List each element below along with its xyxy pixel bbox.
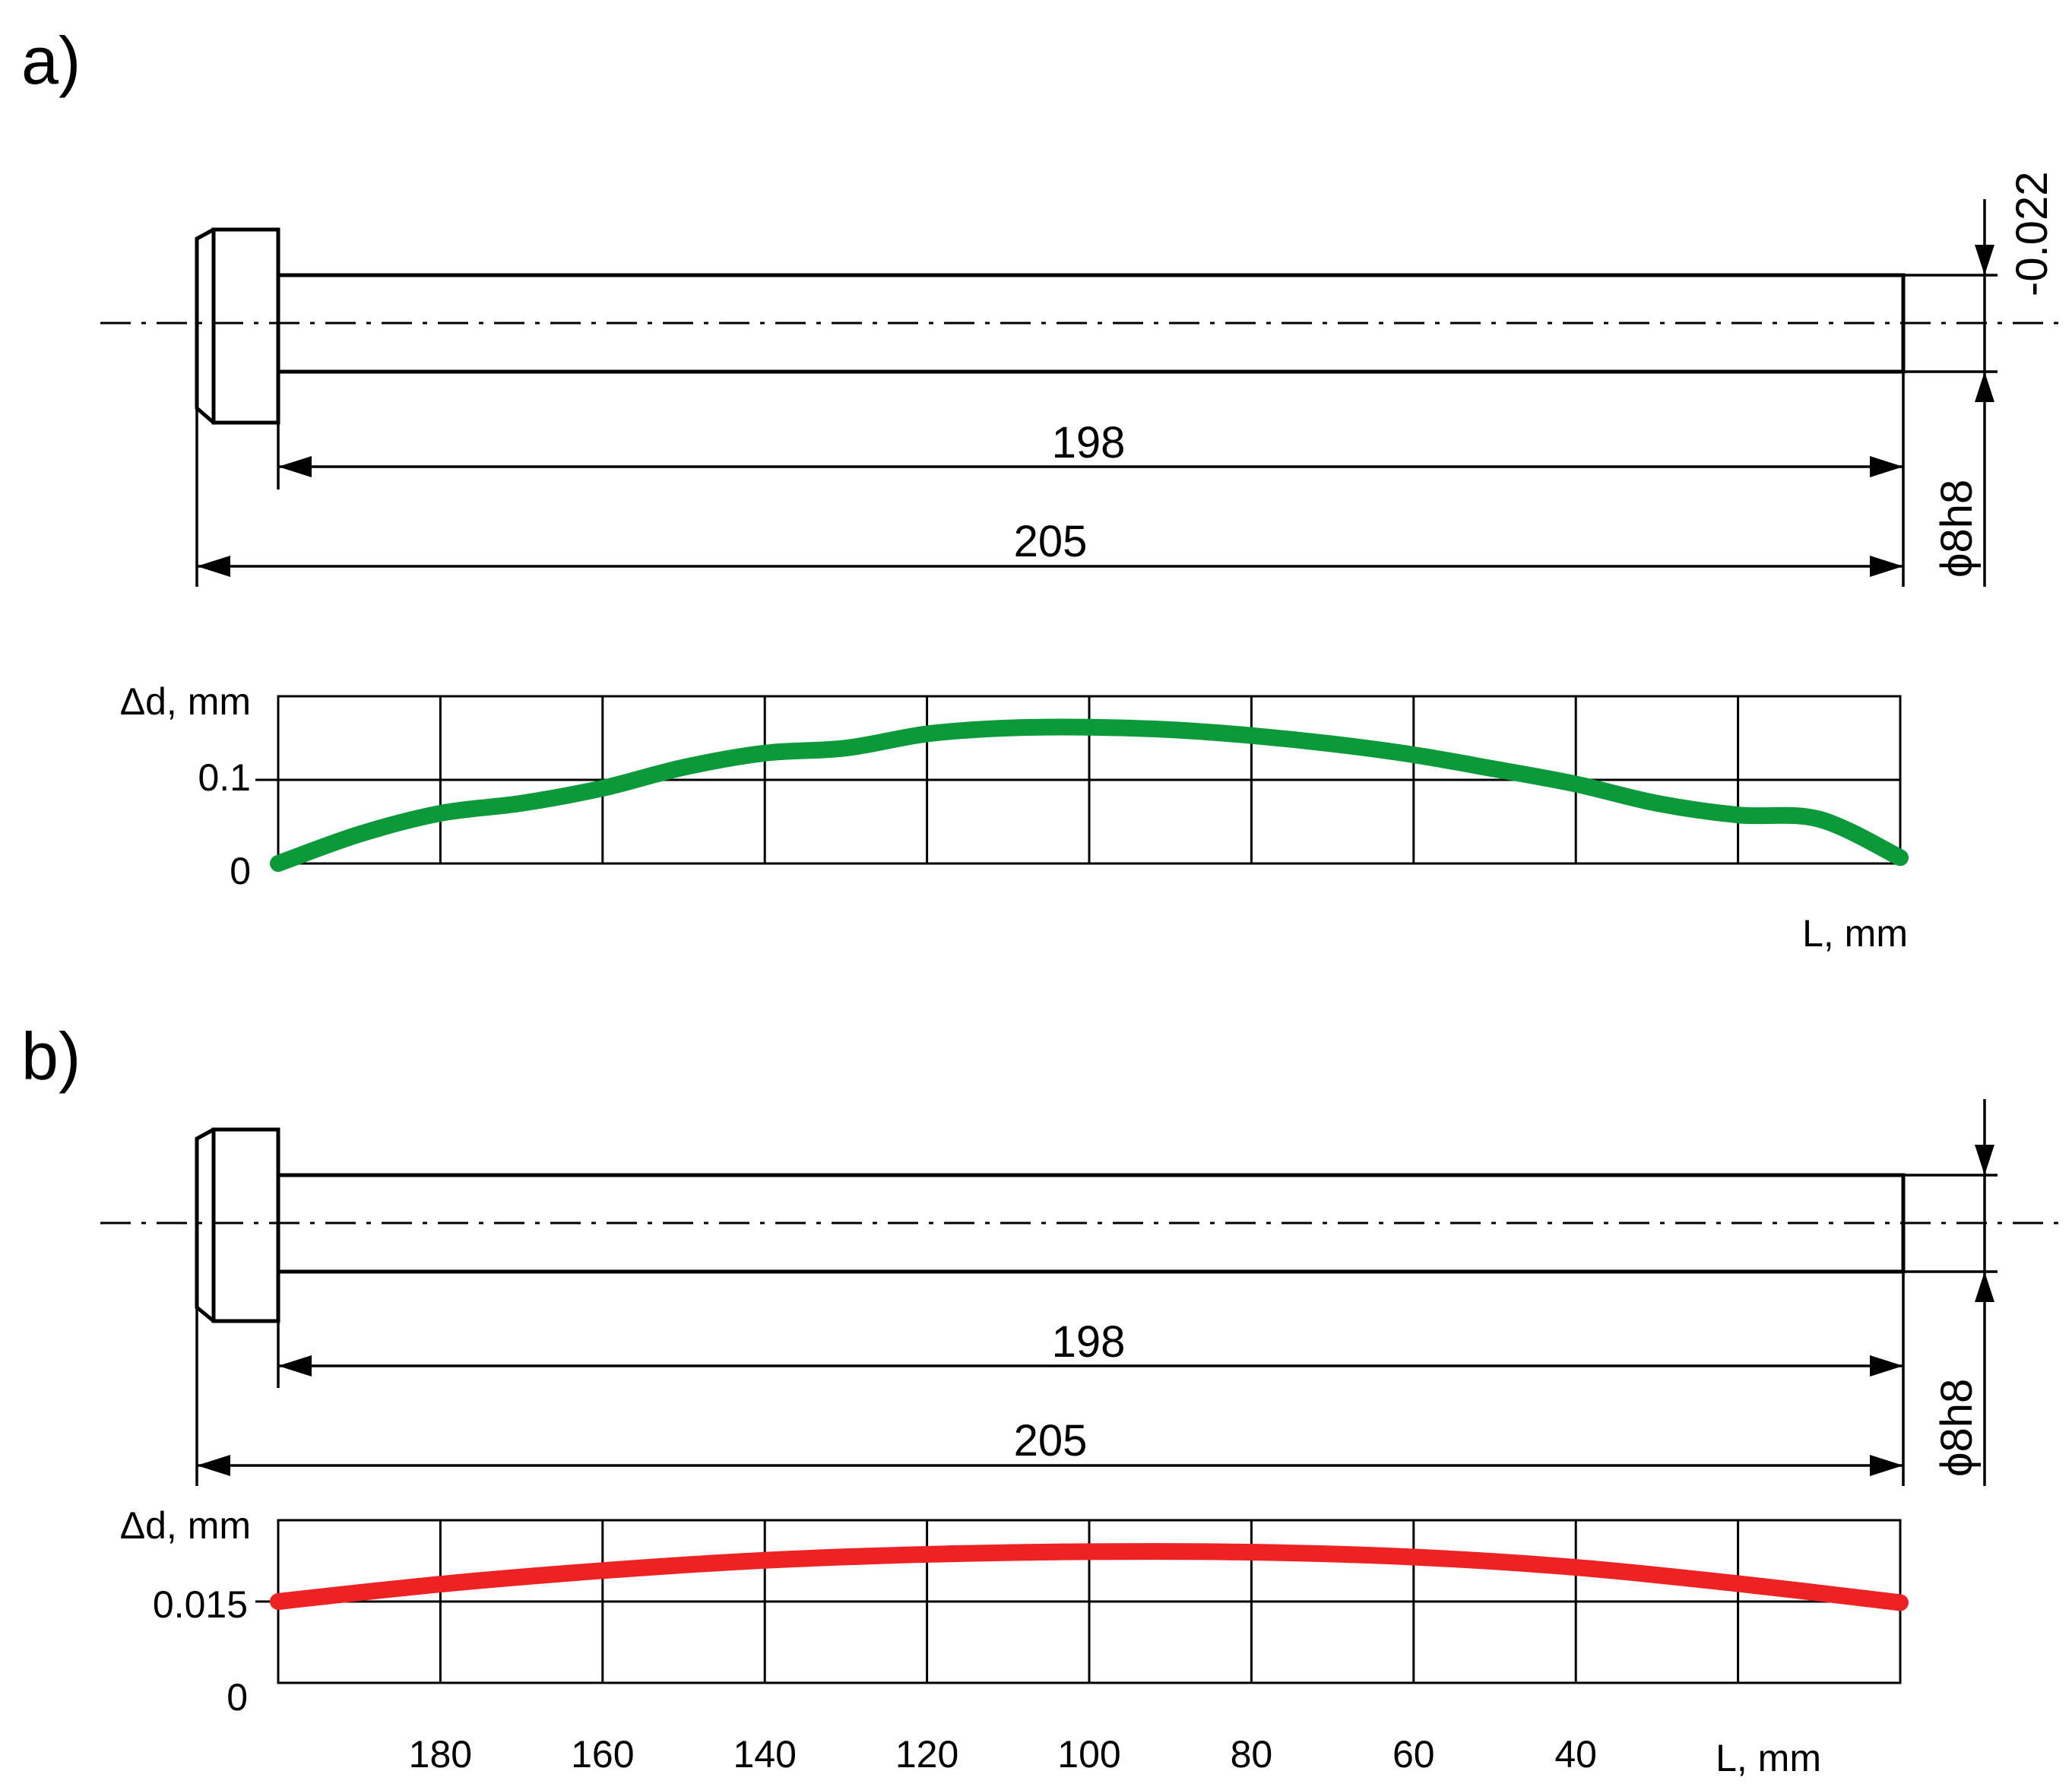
panel-b-label: b)	[21, 1019, 81, 1094]
pin-b-head	[211, 1127, 280, 1323]
chart-b-xtick-label: 80	[1231, 1733, 1273, 1776]
arrowhead	[1870, 1355, 1903, 1377]
chart-b-xlabel: L, mm	[1716, 1737, 1821, 1779]
tolerance-label: -0.022	[2007, 172, 2057, 296]
dimension-198-label: 198	[1052, 1317, 1126, 1367]
panel-a-label: a)	[21, 23, 81, 98]
arrowhead	[278, 1355, 312, 1377]
chart-b-xtick-label: 180	[409, 1733, 472, 1776]
arrowhead	[1975, 1272, 1994, 1302]
chart-b-xtick-label: 100	[1057, 1733, 1120, 1776]
chart-b-grid	[255, 1519, 1902, 1684]
chart-b-series-line	[270, 1543, 1909, 1611]
dimension-205-label: 205	[1014, 517, 1088, 566]
dimension-205-label: 205	[1014, 1416, 1088, 1465]
arrowhead	[1870, 456, 1903, 477]
chart-a-ytick-label: 0.1	[198, 756, 251, 799]
panel-b-chart: Δd, mm 0.015 0 180 160 140 120 100 80 60 40 L, …	[120, 1504, 1909, 1779]
chart-b-xtick-label: 120	[895, 1733, 958, 1776]
arrowhead	[197, 556, 230, 577]
diameter-label: ϕ8h8	[1932, 1379, 1982, 1477]
panel-a-pin-drawing: 198 205 ϕ8h8 -0.022	[100, 172, 2064, 587]
chart-b-xtick-label: 40	[1554, 1733, 1597, 1776]
dimension-198-label: 198	[1052, 418, 1126, 467]
diameter-label: ϕ8h8	[1932, 480, 1982, 578]
chart-a-series-line	[270, 718, 1909, 872]
arrowhead	[1975, 1145, 1994, 1175]
chart-a-xlabel: L, mm	[1802, 912, 1908, 955]
arrowhead	[197, 1455, 230, 1476]
chart-b-ytick-label: 0	[227, 1676, 248, 1719]
chart-a-ylabel: Δd, mm	[120, 680, 251, 723]
chart-b-xtick-label: 140	[733, 1733, 796, 1776]
chart-a-grid	[255, 695, 1902, 865]
chart-b-ylabel: Δd, mm	[120, 1504, 251, 1547]
pin-a-head-chamfer	[195, 227, 215, 424]
panel-a-chart: Δd, mm 0.1 0 L, mm	[120, 680, 1909, 955]
chart-a-ytick-label: 0	[230, 850, 251, 892]
arrowhead	[1975, 372, 1994, 402]
arrowhead	[1975, 245, 1994, 275]
pin-a-head	[211, 227, 280, 425]
chart-b-xticks: 180 160 140 120 100 80 60 40	[409, 1733, 1597, 1776]
chart-b-xtick-label: 160	[571, 1733, 634, 1776]
arrowhead	[1870, 1455, 1903, 1476]
arrowhead	[278, 456, 312, 477]
arrowhead	[1870, 556, 1903, 577]
panel-b-pin-drawing: 198 205 ϕ8h8	[100, 1099, 2064, 1486]
chart-b-ytick-label: 0.015	[153, 1583, 248, 1626]
pin-b-head-chamfer	[195, 1127, 215, 1323]
chart-b-xtick-label: 60	[1392, 1733, 1435, 1776]
